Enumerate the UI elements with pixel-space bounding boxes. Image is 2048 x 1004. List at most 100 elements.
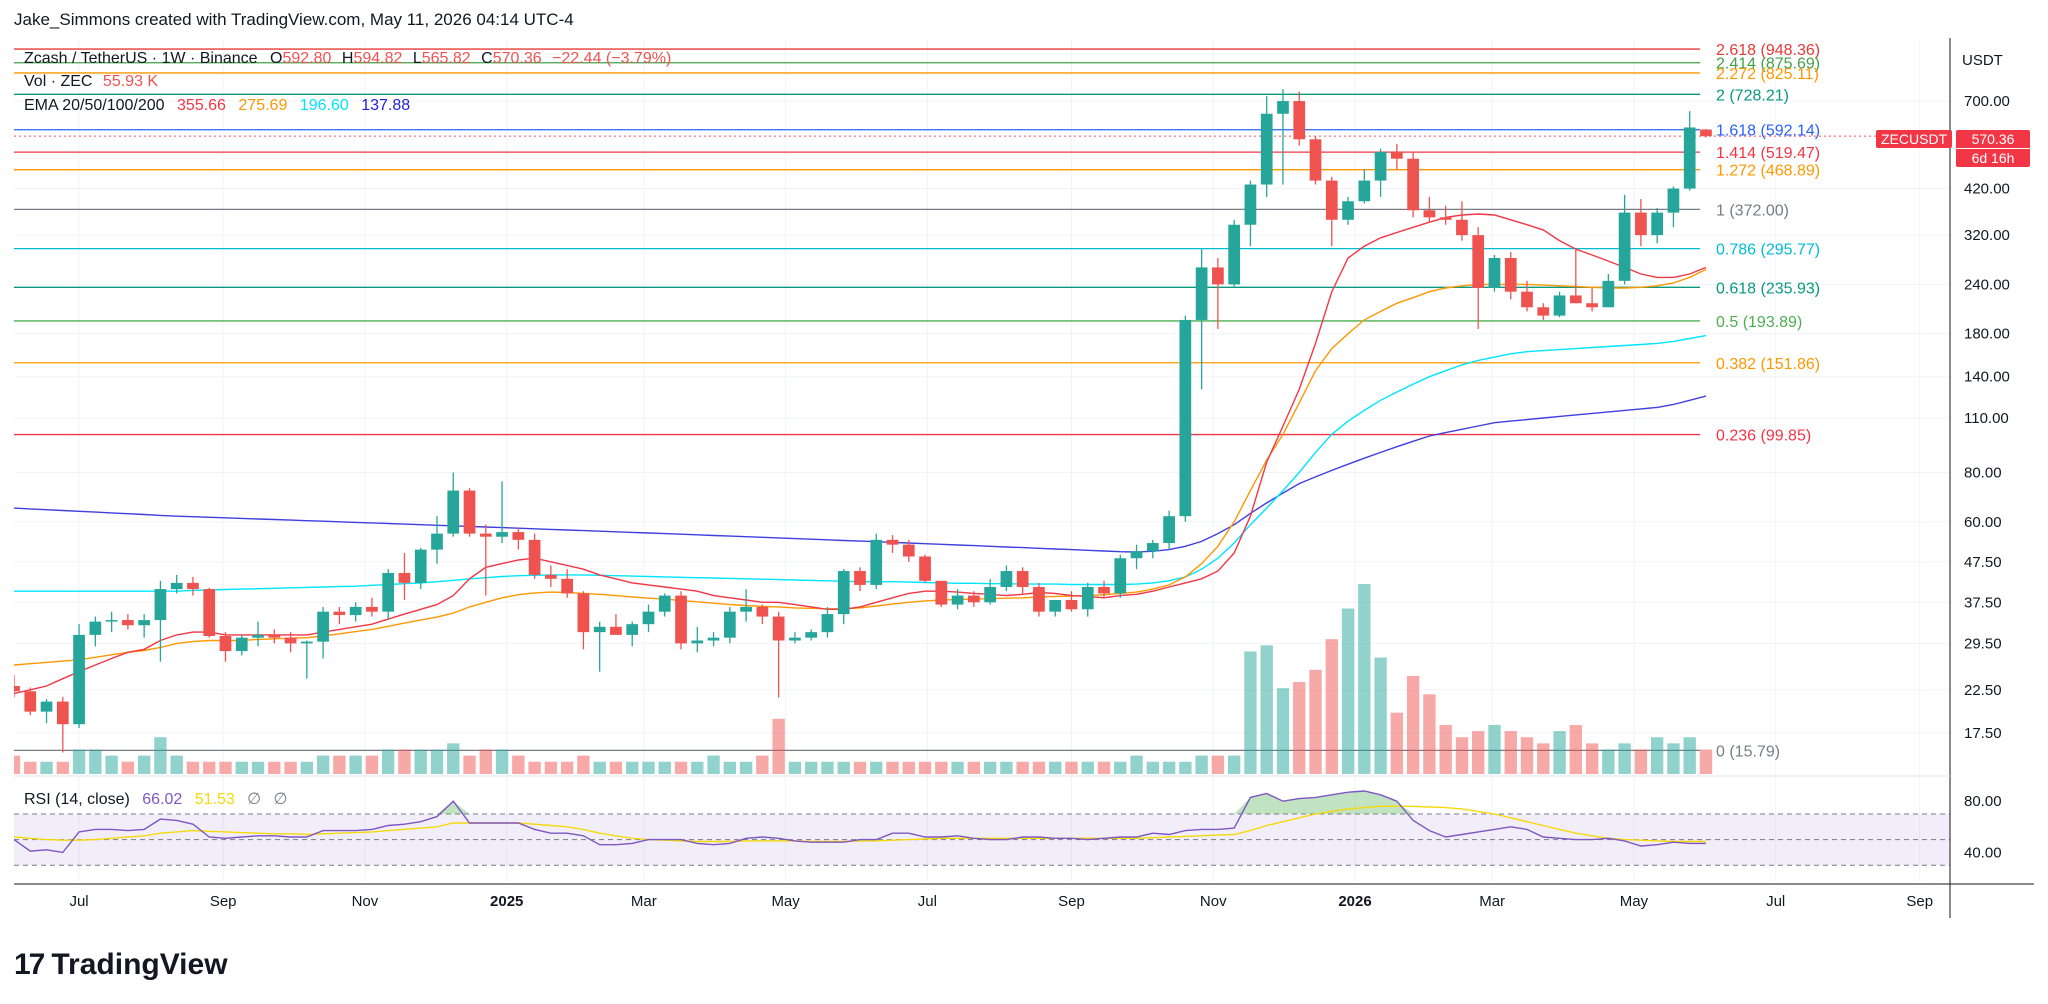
price-change: −22.44 (−3.79%)	[552, 50, 672, 67]
volume-bar	[1374, 657, 1387, 774]
candle	[1228, 219, 1241, 288]
candle-body	[73, 634, 85, 725]
axes: 700.00 420.00 320.00 240.00 180.00 140.00 110.…	[14, 38, 2034, 918]
candle-body	[1407, 158, 1419, 211]
candle-body	[14, 685, 20, 692]
candle-body	[1683, 127, 1696, 189]
volume-bar	[1406, 675, 1420, 774]
candle	[89, 616, 102, 647]
ema100-value: 196.60	[299, 97, 349, 114]
candle	[1016, 567, 1029, 594]
price-tick-label: 80.00	[1964, 465, 2002, 482]
volume-bar	[723, 761, 737, 774]
volume-legend[interactable]: Vol · ZEC 55.93 K	[24, 73, 158, 91]
candle	[658, 593, 671, 617]
symbol-name[interactable]: Zcash / TetherUS · 1W · Binance	[24, 50, 258, 67]
candle-body	[1016, 571, 1029, 587]
candle-body	[1700, 129, 1712, 137]
volume-bar	[918, 761, 932, 774]
volume-bar	[316, 755, 330, 774]
volume-bar	[1032, 761, 1046, 774]
candle-body	[1553, 295, 1566, 316]
volume-bar	[170, 755, 183, 774]
volume-bar	[1081, 761, 1094, 774]
candle-body	[349, 606, 362, 616]
time-tick-label: Mar	[631, 893, 657, 910]
candle-body	[772, 616, 785, 641]
rsi-pane	[13, 790, 1950, 866]
fib-level-label: 1.414 (519.47)	[1716, 145, 1820, 162]
candle-body	[1423, 210, 1436, 218]
candle-body	[740, 606, 752, 612]
price-tick-label: 700.00	[1964, 93, 2010, 110]
volume-bar	[1585, 743, 1599, 774]
tradingview-logo[interactable]: 17 TradingView	[14, 948, 228, 982]
candle	[1212, 257, 1224, 329]
ema-label: EMA 20/50/100/200	[24, 97, 165, 114]
fib-level-label: 0.618 (235.93)	[1716, 280, 1820, 297]
candle	[723, 606, 736, 644]
volume-bar	[137, 755, 151, 774]
volume-bar	[1016, 761, 1029, 774]
candle-body	[56, 701, 69, 725]
ohlc-high-label: H	[341, 50, 354, 67]
candle-body	[170, 582, 183, 590]
candle-body	[203, 589, 216, 636]
candle	[187, 576, 199, 596]
volume-bar	[772, 718, 785, 774]
candle	[1195, 249, 1208, 390]
volume-bar	[1309, 669, 1322, 774]
volume-bar	[870, 761, 883, 774]
volume-bar	[349, 755, 362, 774]
rsi-ma-value: 51.53	[194, 791, 235, 808]
ohlc-low: 565.82	[421, 50, 471, 67]
volume-bar	[382, 749, 395, 774]
candle	[870, 533, 883, 590]
candle-body	[366, 606, 378, 612]
candle	[1293, 91, 1306, 146]
volume-bar	[1293, 682, 1306, 774]
ema-legend[interactable]: EMA 20/50/100/200 355.66 275.69 196.60 1…	[24, 97, 410, 115]
candle-body	[1537, 307, 1550, 316]
candle	[1146, 539, 1159, 559]
candle-body	[1667, 188, 1680, 213]
volume-bar	[447, 743, 460, 774]
candle-body	[854, 571, 866, 585]
volume-bar	[626, 761, 639, 774]
candle	[707, 632, 720, 647]
candles	[14, 89, 1712, 753]
fib-level-label: 0.5 (193.89)	[1716, 314, 1802, 331]
candle-body	[1586, 303, 1598, 308]
candle	[675, 591, 687, 650]
candle	[414, 547, 427, 590]
candle-body	[219, 635, 232, 652]
candle-body	[138, 620, 151, 626]
rsi-overbought-fill	[14, 791, 1706, 814]
time-tick-label: 2025	[490, 893, 523, 910]
volume-bar	[1667, 743, 1680, 774]
volume-bar	[1488, 724, 1501, 774]
candle-body	[1602, 280, 1615, 308]
time-tick-label: 2026	[1338, 893, 1371, 910]
volume-bar	[479, 749, 492, 774]
volume-bar	[235, 761, 248, 774]
rsi-legend[interactable]: RSI (14, close) 66.02 51.53 ∅ ∅	[24, 789, 288, 809]
volume-bar	[1049, 761, 1062, 774]
candle	[56, 696, 69, 753]
candle-body	[105, 620, 118, 622]
candle-body	[1000, 571, 1013, 587]
fib-level-label: 0.382 (151.86)	[1716, 356, 1820, 373]
candle-body	[545, 574, 557, 579]
candle-body	[1521, 291, 1533, 308]
fib-level-label: 1.272 (468.89)	[1716, 163, 1820, 180]
candle	[122, 614, 134, 630]
candle	[447, 472, 460, 537]
candle-body	[935, 580, 948, 605]
ema-lines	[14, 213, 1707, 695]
volume-bar	[105, 755, 118, 774]
candle-body	[1293, 101, 1306, 140]
volume-bar	[56, 761, 69, 774]
fib-level-label: 2 (728.21)	[1716, 87, 1789, 104]
candle	[398, 553, 411, 601]
